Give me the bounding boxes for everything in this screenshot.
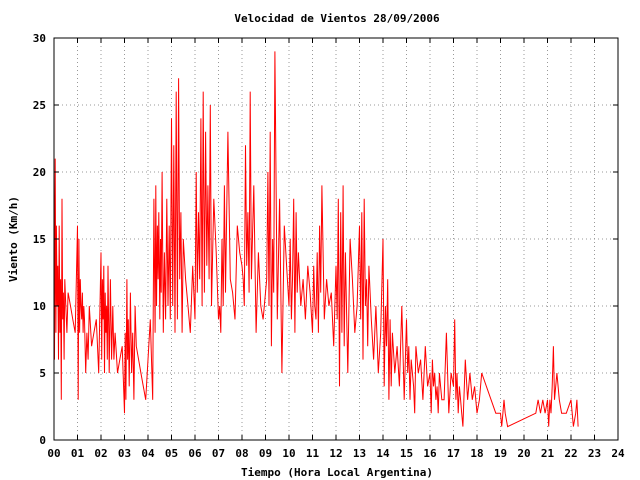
y-tick-label: 25 (33, 99, 46, 112)
x-tick-label: 09 (259, 447, 272, 460)
y-tick-label: 10 (33, 300, 46, 313)
x-tick-label: 01 (71, 447, 85, 460)
y-axis-label: Viento (Km/h) (7, 196, 20, 282)
x-tick-label: 20 (517, 447, 530, 460)
x-tick-label: 00 (47, 447, 60, 460)
x-tick-label: 05 (165, 447, 178, 460)
x-axis-label: Tiempo (Hora Local Argentina) (241, 466, 433, 479)
x-tick-label: 07 (212, 447, 225, 460)
x-tick-label: 10 (282, 447, 295, 460)
x-tick-label: 23 (588, 447, 601, 460)
x-tick-label: 15 (400, 447, 413, 460)
x-tick-label: 13 (353, 447, 366, 460)
x-tick-label: 06 (188, 447, 202, 460)
x-axis-ticks: 00 01 02 03 04 05 06 07 08 09 10 11 12 13 14 15 16 17 18 19… (47, 38, 625, 460)
x-tick-label: 21 (541, 447, 555, 460)
chart-title: Velocidad de Vientos 28/09/2006 (234, 12, 440, 25)
x-tick-label: 12 (329, 447, 342, 460)
x-tick-label: 08 (235, 447, 248, 460)
grid-lines (54, 38, 618, 440)
x-tick-label: 19 (494, 447, 507, 460)
x-tick-label: 04 (141, 447, 155, 460)
x-tick-label: 22 (564, 447, 577, 460)
y-tick-label: 20 (33, 166, 46, 179)
x-tick-label: 02 (94, 447, 107, 460)
y-tick-label: 15 (33, 233, 46, 246)
y-axis-ticks: 0 5 10 15 20 25 30 (33, 32, 618, 447)
y-tick-label: 5 (39, 367, 46, 380)
x-tick-label: 16 (423, 447, 437, 460)
x-tick-label: 24 (611, 447, 625, 460)
x-tick-label: 17 (447, 447, 460, 460)
series-line-wind-speed (53, 51, 579, 428)
x-tick-label: 14 (376, 447, 390, 460)
x-tick-label: 18 (470, 447, 483, 460)
y-tick-label: 30 (33, 32, 46, 45)
y-tick-label: 0 (39, 434, 46, 447)
x-tick-label: 03 (118, 447, 131, 460)
x-tick-label: 11 (306, 447, 320, 460)
